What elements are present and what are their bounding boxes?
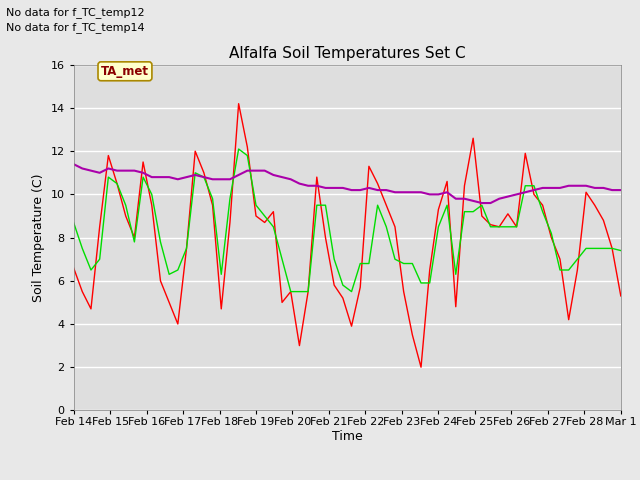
Text: No data for f_TC_temp12: No data for f_TC_temp12 — [6, 7, 145, 18]
Y-axis label: Soil Temperature (C): Soil Temperature (C) — [32, 173, 45, 302]
X-axis label: Time: Time — [332, 430, 363, 443]
Text: No data for f_TC_temp14: No data for f_TC_temp14 — [6, 22, 145, 33]
Text: TA_met: TA_met — [101, 65, 149, 78]
Title: Alfalfa Soil Temperatures Set C: Alfalfa Soil Temperatures Set C — [229, 46, 465, 61]
